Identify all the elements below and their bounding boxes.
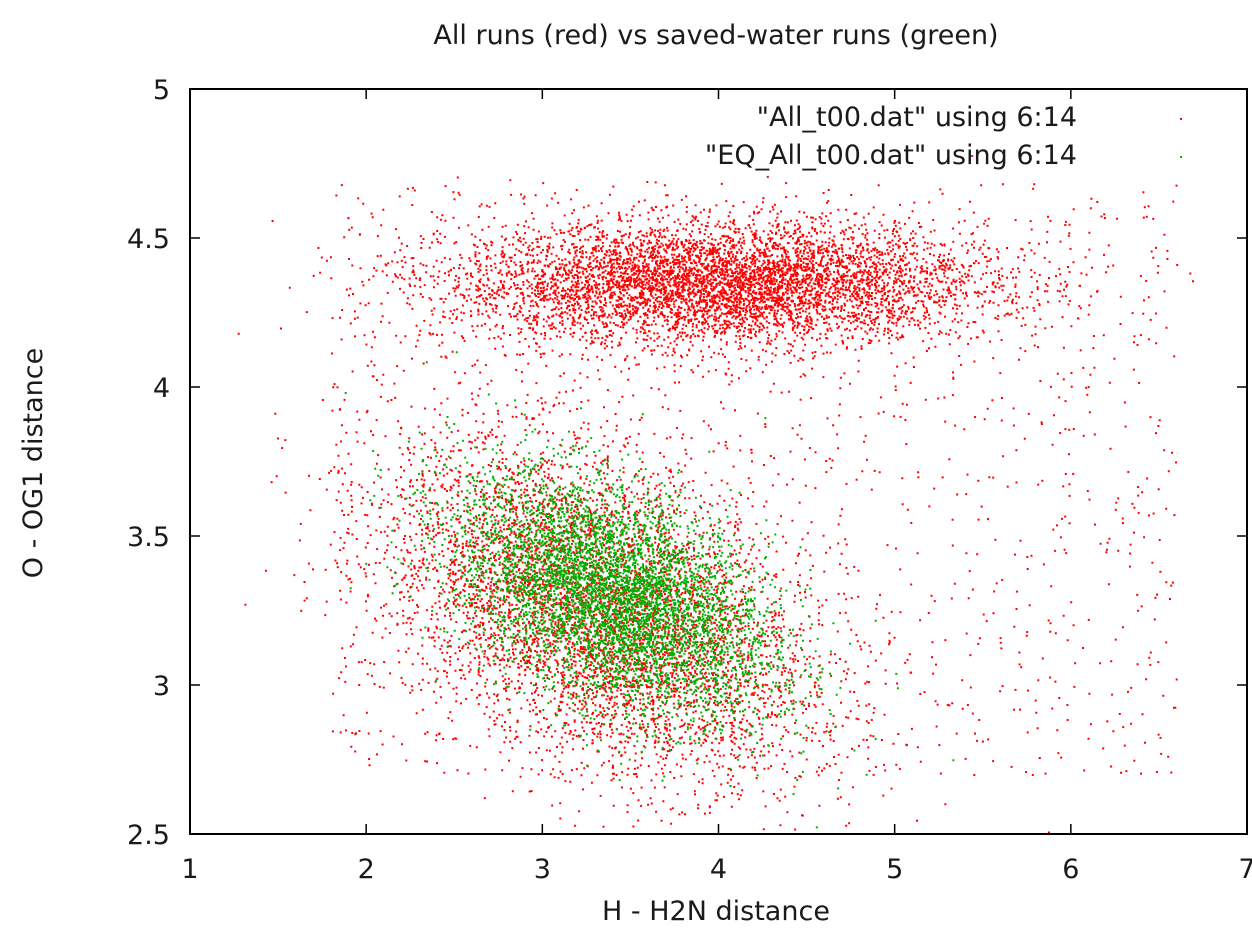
- legend: "All_t00.dat" using 6:14 "EQ_All_t00.dat…: [705, 102, 1182, 171]
- chart-title: All runs (red) vs saved-water runs (gree…: [433, 20, 998, 51]
- y-tick-label: 4: [153, 373, 170, 404]
- y-axis-label: O - OG1 distance: [18, 348, 49, 579]
- legend-marker-eq: [1180, 156, 1182, 158]
- x-axis-label: H - H2N distance: [602, 896, 830, 927]
- x-tick-label: 7: [1238, 854, 1252, 885]
- series-points-all: [237, 155, 1194, 834]
- data-points: [237, 155, 1194, 834]
- y-tick-label: 3.5: [127, 522, 170, 553]
- x-tick-label: 6: [1062, 854, 1079, 885]
- x-tick-label: 5: [886, 854, 903, 885]
- x-tick-label: 3: [534, 854, 551, 885]
- legend-entry-all: "All_t00.dat" using 6:14: [757, 102, 1077, 133]
- y-tick-label: 4.5: [127, 224, 170, 255]
- x-tick-label: 4: [710, 854, 727, 885]
- y-tick-label: 3: [153, 671, 170, 702]
- plot-frame: [189, 88, 1248, 835]
- y-tick-label: 5: [153, 75, 170, 106]
- x-tick-label: 1: [181, 854, 198, 885]
- x-tick-label: 2: [358, 854, 375, 885]
- y-tick-label: 2.5: [127, 820, 170, 851]
- legend-entry-eq: "EQ_All_t00.dat" using 6:14: [705, 140, 1077, 171]
- series-points-eq: [344, 351, 955, 829]
- legend-marker-all: [1180, 118, 1182, 120]
- axis-ticks: 1 2 3 4 5 6 7 2.5 3 3.5 4 4.5 5: [127, 75, 1252, 885]
